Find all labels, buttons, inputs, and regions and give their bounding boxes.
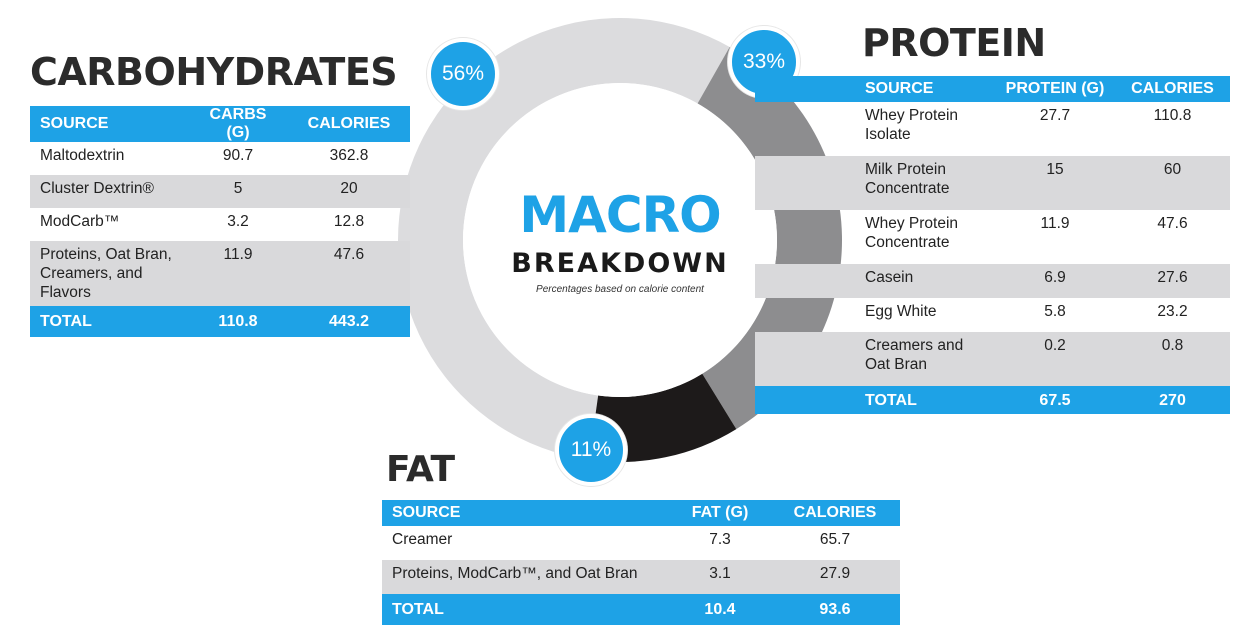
column-header: FAT (G) — [670, 500, 770, 526]
calories-cell: 20 — [288, 175, 410, 208]
calories-cell: 12.8 — [333, 213, 365, 230]
calories-cell: 23.2 — [1157, 303, 1188, 320]
table-row: Proteins, ModCarb™, and Oat Bran 3.1 27.… — [382, 560, 900, 594]
source-cell: Egg White — [865, 303, 937, 320]
calories-cell: 60 — [1115, 156, 1230, 210]
table-header-row: SOURCE PROTEIN (G) CALORIES — [755, 76, 1230, 102]
table-row: ModCarb™ 3.2 12.8 — [30, 208, 410, 241]
source-cell: Creamers and Oat Bran — [755, 332, 995, 386]
column-header: SOURCE — [755, 76, 995, 102]
table-row: Maltodextrin 90.7 362.8 — [30, 142, 410, 175]
carbs-slice — [398, 17, 730, 460]
table-row: Creamers and Oat Bran 0.2 0.8 — [755, 332, 1230, 386]
column-header: PROTEIN (G) — [995, 76, 1115, 102]
calories-cell: 362.8 — [329, 147, 369, 164]
grams-cell: 11.9 — [188, 241, 288, 306]
grams-cell: 0.2 — [995, 332, 1115, 386]
table-row: Casein 6.9 27.6 — [755, 264, 1230, 298]
column-header: CALORIES — [288, 106, 410, 142]
total-label: TOTAL — [382, 594, 670, 625]
table-row: Milk Protein Concentrate 15 60 — [755, 156, 1230, 210]
grams-cell: 90.7 — [222, 147, 254, 164]
total-grams: 110.8 — [188, 306, 288, 337]
calories-cell: 27.6 — [1115, 264, 1230, 298]
total-label: TOTAL — [30, 306, 188, 337]
source-cell: Proteins, Oat Bran, Creamers, and Flavor… — [30, 241, 188, 306]
table-row: Proteins, Oat Bran, Creamers, and Flavor… — [30, 241, 410, 306]
chart-subtitle: BREAKDOWN — [511, 248, 729, 279]
total-calories: 443.2 — [288, 306, 410, 337]
source-cell: Whey Protein Isolate — [865, 107, 959, 143]
calories-cell: 0.8 — [1115, 332, 1230, 386]
chart-note: Percentages based on calorie content — [536, 284, 704, 295]
source-cell: ModCarb™ — [40, 213, 120, 230]
carbs-section-title: CARBOHYDRATES — [30, 50, 398, 94]
grams-cell: 15 — [995, 156, 1115, 210]
total-calories: 93.6 — [770, 594, 900, 625]
calories-cell: 47.6 — [288, 241, 410, 306]
table-total-row: TOTAL 10.4 93.6 — [382, 594, 900, 625]
table-header-row: SOURCE CARBS (G) CALORIES — [30, 106, 410, 142]
source-cell: Whey Protein Concentrate — [865, 215, 959, 251]
column-header: CALORIES — [770, 500, 900, 526]
carbs-percent-badge: 56% — [427, 38, 499, 110]
table-row: Whey Protein Isolate 27.7 110.8 — [755, 102, 1230, 156]
total-calories: 270 — [1115, 386, 1230, 414]
calories-cell: 110.8 — [1153, 107, 1192, 124]
source-cell: Casein — [755, 264, 995, 298]
protein-table: SOURCE PROTEIN (G) CALORIES Whey Protein… — [755, 76, 1230, 414]
calories-cell: 65.7 — [819, 531, 851, 548]
column-header: CALORIES — [1115, 76, 1230, 102]
table-row: Cluster Dextrin® 5 20 — [30, 175, 410, 208]
column-header: SOURCE — [30, 106, 188, 142]
source-cell: Cluster Dextrin® — [30, 175, 188, 208]
source-cell: Maltodextrin — [40, 147, 125, 164]
calories-cell: 27.9 — [770, 560, 900, 594]
source-cell: Proteins, ModCarb™, and Oat Bran — [382, 560, 670, 594]
grams-cell: 11.9 — [1040, 215, 1070, 232]
chart-title: MACRO — [519, 186, 721, 244]
total-label: TOTAL — [755, 386, 995, 414]
table-row: Creamer 7.3 65.7 — [382, 526, 900, 560]
calories-cell: 47.6 — [1157, 215, 1188, 232]
table-total-row: TOTAL 110.8 443.2 — [30, 306, 410, 337]
protein-section-title: PROTEIN — [862, 21, 1046, 65]
carbs-table: SOURCE CARBS (G) CALORIES Maltodextrin 9… — [30, 106, 410, 337]
table-header-row: SOURCE FAT (G) CALORIES — [382, 500, 900, 526]
grams-cell: 7.3 — [709, 531, 731, 548]
source-cell: Milk Protein Concentrate — [755, 156, 995, 210]
column-header: SOURCE — [382, 500, 670, 526]
fat-section-title: FAT — [386, 449, 455, 490]
total-grams: 10.4 — [670, 594, 770, 625]
fat-slice — [589, 373, 737, 462]
grams-cell: 27.7 — [1039, 107, 1071, 124]
grams-cell: 3.2 — [227, 213, 249, 230]
grams-cell: 6.9 — [995, 264, 1115, 298]
table-row: Egg White 5.8 23.2 — [755, 298, 1230, 332]
grams-cell: 5.8 — [1044, 303, 1066, 320]
grams-cell: 3.1 — [670, 560, 770, 594]
source-cell: Creamer — [392, 531, 453, 548]
fat-percent-badge: 11% — [555, 414, 627, 486]
total-grams: 67.5 — [995, 386, 1115, 414]
table-total-row: TOTAL 67.5 270 — [755, 386, 1230, 414]
column-header: CARBS (G) — [188, 106, 288, 142]
fat-table: SOURCE FAT (G) CALORIES Creamer 7.3 65.7… — [382, 500, 900, 625]
donut-center — [463, 83, 777, 397]
grams-cell: 5 — [188, 175, 288, 208]
table-row: Whey Protein Concentrate 11.9 47.6 — [755, 210, 1230, 264]
